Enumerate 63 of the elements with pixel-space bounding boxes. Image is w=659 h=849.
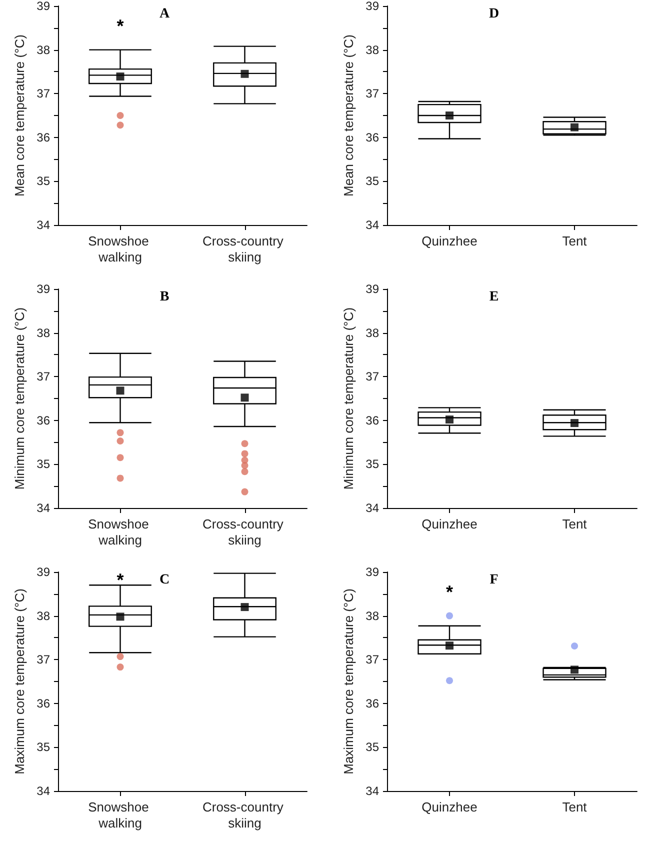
y-tick-label: 37 [366,652,380,667]
y-axis-title: Maximum core temperature (°C) [340,588,356,774]
y-tick-label: 37 [366,86,380,101]
x-tick-label: Cross-country skiing [202,234,288,264]
y-tick-label: 37 [366,370,380,384]
y-tick-label: 36 [36,696,50,710]
chart-title: F [490,572,498,588]
y-tick-label: 34 [36,501,50,515]
x-tick-label: Snowshoe walking [88,234,152,264]
x-tick-label: Tent [562,516,588,532]
y-tick-label: 35 [366,174,380,188]
y-tick-label: 35 [366,457,380,472]
y-tick-label: 38 [366,608,380,623]
y-tick-label: 35 [366,740,380,754]
y-tick-label: 34 [366,501,380,515]
y-tick-label: 38 [36,608,50,623]
y-tick-label: 39 [36,0,50,13]
y-tick-label: 36 [36,413,50,428]
annotation: * [446,582,454,602]
chart-title: C [159,572,170,588]
x-tick-label: Quinzhee [422,516,478,532]
y-tick-label: 39 [366,282,380,296]
y-tick-label: 37 [36,652,50,667]
chart-title: E [489,290,499,304]
annotation: * [116,16,124,36]
x-tick-label: Snowshoe walking [88,516,152,548]
x-tick-label: Snowshoe walking [88,800,152,830]
x-tick-label: Cross-country skiing [202,800,288,830]
chart-title: D [488,6,500,22]
y-tick-label: 38 [36,42,50,57]
y-tick-label: 36 [36,130,50,144]
y-tick-label: 36 [366,130,380,144]
y-tick-label: 34 [366,218,380,232]
chart-title: A [159,6,170,22]
x-tick-label: Quinzhee [422,234,478,248]
y-tick-label: 39 [36,565,50,579]
y-axis-title: Minimum core temperature (°C) [340,307,356,490]
y-tick-label: 39 [36,282,50,296]
y-tick-label: 36 [366,413,380,428]
chart-title: B [160,290,170,304]
y-tick-label: 37 [36,370,50,384]
y-tick-label: 38 [366,326,380,340]
annotation: * [116,570,124,590]
y-tick-label: 35 [36,457,50,472]
x-tick-label: Quinzhee [422,800,478,814]
y-tick-label: 34 [366,784,380,798]
y-tick-label: 39 [366,0,380,13]
y-tick-label: 35 [36,174,50,188]
y-tick-label: 34 [36,218,50,232]
x-tick-label: Cross-country skiing [202,516,288,548]
y-axis-title: Mean core temperature (°C) [12,34,27,196]
x-tick-label: Tent [562,800,588,814]
y-axis-title: Mean core temperature (°C) [340,34,356,196]
y-tick-label: 38 [366,42,380,57]
y-tick-label: 35 [36,740,50,754]
y-axis-title: Maximum core temperature (°C) [12,588,27,774]
x-tick-label: Tent [562,234,588,248]
y-tick-label: 37 [36,86,50,101]
y-tick-label: 39 [366,565,380,579]
y-tick-label: 38 [36,326,50,340]
y-tick-label: 34 [36,784,50,798]
y-axis-title: Minimum core temperature (°C) [12,307,27,490]
y-tick-label: 36 [366,696,380,710]
